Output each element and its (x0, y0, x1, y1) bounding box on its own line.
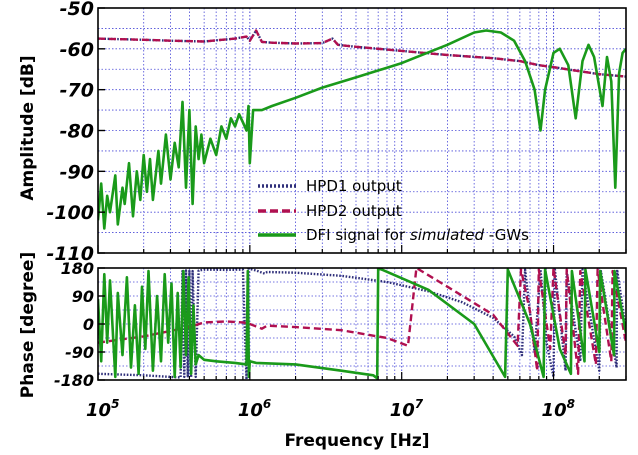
amp-y-tick-label: -60 (60, 39, 94, 61)
amp-y-tick-label: -110 (46, 243, 94, 265)
x-tick-label: 105 (86, 397, 119, 421)
panel-frames (97, 7, 627, 381)
amplitude-y-axis-label: Amplitude [dB] (18, 55, 38, 200)
ph-y-tick-label: 90 (72, 287, 94, 306)
amp-y-tick-label: -50 (60, 0, 94, 20)
ph-y-tick-label: -90 (65, 343, 94, 362)
ph-y-tick-label: -180 (54, 371, 94, 390)
legend-label-hpd1: HPD1 output (306, 177, 402, 195)
x-tick-label: 106 (238, 397, 271, 421)
amp-y-tick-label: -70 (60, 80, 94, 102)
series-layer (98, 29, 626, 380)
legend-label-dfi: DFI signal for simulated -GWs (306, 226, 529, 244)
legend-label-hpd2: HPD2 output (306, 202, 402, 220)
amp-series-3 (98, 29, 626, 230)
x-tick-label: 108 (542, 397, 575, 421)
amp-y-tick-label: -100 (46, 202, 94, 224)
ph-series-1 (98, 268, 626, 380)
amp-y-tick-label: -90 (60, 161, 94, 183)
amp-y-tick-label: -80 (60, 121, 94, 143)
phase-y-axis-label: Phase [degree] (18, 252, 38, 398)
x-axis-label: Frequency [Hz] (284, 431, 429, 451)
ph-y-tick-label: 180 (61, 259, 94, 278)
amp-series-2 (98, 29, 626, 78)
legend: HPD1 output HPD2 output DFI signal for s… (258, 177, 529, 244)
x-tick-label: 107 (390, 397, 424, 421)
ph-y-tick-label: 0 (83, 315, 94, 334)
ph-series-2 (98, 268, 626, 375)
ph-series-3 (98, 268, 626, 380)
